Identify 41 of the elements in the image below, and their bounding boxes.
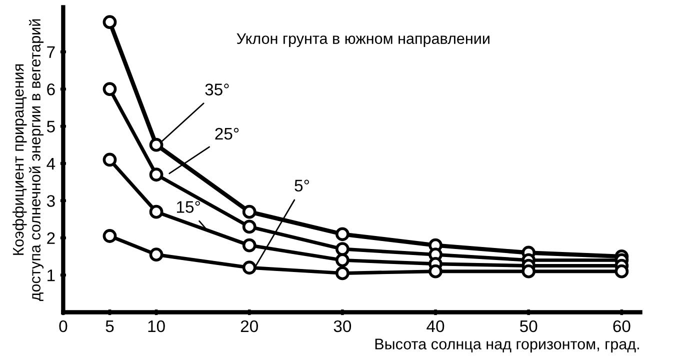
point <box>335 227 350 242</box>
series-label: 15° <box>177 201 200 213</box>
point <box>242 238 256 252</box>
y-axis-title: Коэффициент приращения доступа солнечной энергии в вегетарий <box>12 19 44 302</box>
point <box>335 253 350 268</box>
y-tick-label: 6 <box>47 83 55 96</box>
point <box>102 229 117 243</box>
text: 35° <box>205 84 229 96</box>
point <box>614 264 629 278</box>
x-tick-label: 30 <box>334 320 352 332</box>
point <box>242 204 256 219</box>
x-tick-label: 5 <box>106 320 114 332</box>
text: Уклон грунта в южном направлении <box>236 33 490 47</box>
point <box>149 248 164 262</box>
y-tick-label: 4 <box>46 158 56 170</box>
point <box>242 260 256 275</box>
point <box>335 266 350 280</box>
text: 5° <box>294 180 309 192</box>
x-tick-label: 10 <box>148 320 165 332</box>
y-tick-label: 1 <box>48 270 55 282</box>
point <box>242 220 256 234</box>
y-tick-label: 2 <box>47 232 55 244</box>
x-tick-label: 40 <box>426 320 444 332</box>
x-tick-label: 50 <box>520 320 538 332</box>
point <box>102 15 117 30</box>
x-tick-label: 60 <box>613 320 630 332</box>
x-tick-label: 0 <box>59 320 68 332</box>
x-tick-label: 20 <box>240 320 258 332</box>
point <box>335 242 350 256</box>
point <box>149 138 164 152</box>
point <box>428 264 442 278</box>
y-tick-label: 5 <box>46 120 55 132</box>
point <box>522 264 536 278</box>
x-axis-title: Высота солнца над горизонтом, град. <box>375 338 639 352</box>
point <box>102 152 117 167</box>
point <box>149 168 164 182</box>
y-tick-label: 7 <box>47 46 55 58</box>
y-tick-label: 3 <box>46 195 55 207</box>
text: 25° <box>215 128 239 140</box>
point <box>149 204 164 219</box>
point <box>102 82 117 96</box>
